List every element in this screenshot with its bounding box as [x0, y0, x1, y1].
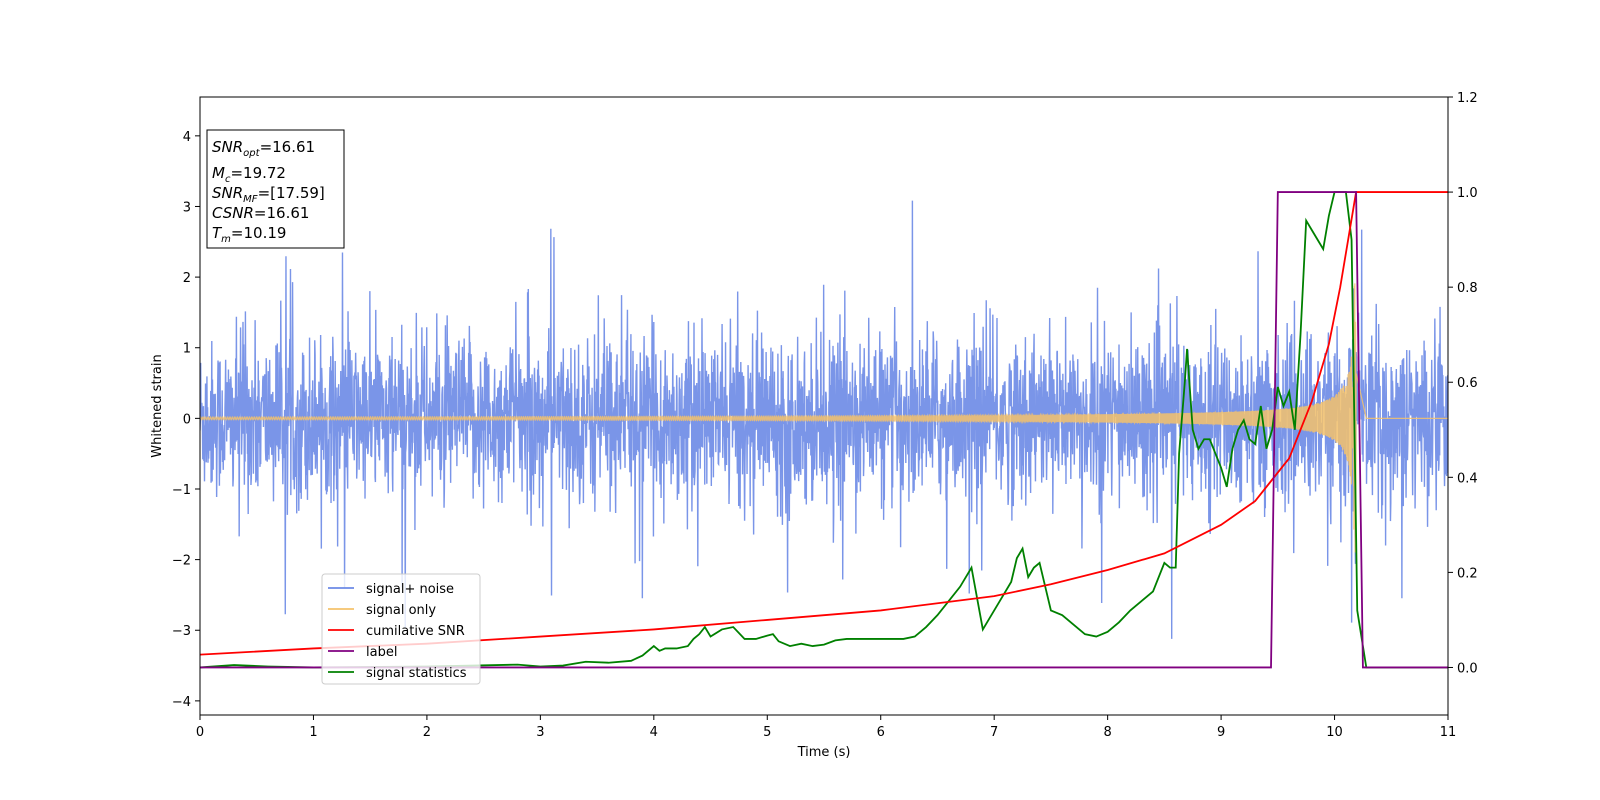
annotation-csnr-value: =16.61 — [254, 204, 310, 222]
annotation-tm-value: =10.19 — [231, 224, 287, 242]
x-axis: 0 1 2 3 4 5 6 7 8 9 10 11 — [196, 715, 1456, 740]
annotation-frame — [206, 129, 345, 249]
y-tick-label: 1 — [183, 342, 191, 357]
legend: signal+ noise signal only cumilative SNR la… — [321, 573, 481, 685]
y-tick-label: 2 — [183, 271, 191, 286]
x-tick-label: 3 — [536, 725, 544, 740]
annotation-mc: Mc=19.72 — [212, 164, 286, 185]
y-tick-label: 4 — [183, 130, 191, 145]
series-cumulative-snr-line — [200, 191, 1448, 656]
x-tick-label: 8 — [1103, 725, 1111, 740]
y2-tick-label: 0.0 — [1457, 661, 1478, 676]
y2-tick-label: 0.4 — [1457, 471, 1478, 486]
annotation-box: SNRopt=16.61 Mc=19.72 SNRMF=[17.59] CSNR… — [206, 129, 345, 249]
y2-tick-label: 1.0 — [1457, 186, 1478, 201]
y-axis-left: 4 3 2 1 0 −1 −2 −3 −4 — [172, 130, 200, 710]
x-tick-label: 7 — [990, 725, 998, 740]
annotation-snr-mf: SNRMF=[17.59] — [212, 184, 325, 205]
plot-area — [199, 96, 1449, 716]
annotation-csnr: CSNR=16.61 — [212, 204, 309, 222]
annotation-snr-mf-value: =[17.59] — [258, 184, 325, 202]
legend-items: signal+ noise signal only cumilative SNR la… — [328, 582, 467, 681]
annotation-snr-opt-symbol: SNR — [212, 138, 243, 156]
y-axis-label: Whitened strain — [150, 354, 165, 457]
annotation-mc-symbol: M — [212, 164, 225, 182]
legend-label-signal-statistics: signal statistics — [366, 666, 467, 681]
y-tick-label: 0 — [183, 412, 191, 427]
y-tick-label: −3 — [172, 624, 191, 639]
annotation-mc-value: =19.72 — [230, 164, 286, 182]
annotation-snr-mf-symbol: SNR — [212, 184, 243, 202]
legend-label-cumulative-snr: cumilative SNR — [366, 624, 465, 639]
annotation-tm: Tm=10.19 — [212, 224, 286, 245]
annotation-snr-mf-sub: MF — [243, 194, 258, 205]
annotation-tm-symbol: T — [212, 224, 223, 242]
annotation-snr-opt: SNRopt=16.61 — [212, 138, 315, 159]
x-tick-label: 5 — [763, 725, 771, 740]
y2-tick-label: 1.2 — [1457, 91, 1478, 106]
annotation-snr-opt-sub: opt — [243, 148, 260, 159]
annotation-snr-opt-value: =16.61 — [260, 138, 316, 156]
x-tick-label: 9 — [1217, 725, 1225, 740]
y-tick-label: −2 — [172, 554, 191, 569]
legend-label-signal-noise: signal+ noise — [366, 582, 454, 597]
x-tick-label: 1 — [309, 725, 317, 740]
legend-label-label: label — [366, 645, 397, 660]
y2-tick-label: 0.6 — [1457, 376, 1478, 391]
x-tick-label: 6 — [877, 725, 885, 740]
x-tick-label: 0 — [196, 725, 204, 740]
series-signal-only-line — [200, 283, 1448, 553]
y-tick-label: 3 — [183, 200, 191, 215]
legend-frame — [321, 573, 481, 685]
y-axis-right: 1.2 1.0 0.8 0.6 0.4 0.2 0.0 — [1448, 91, 1478, 676]
series-label-line — [200, 191, 1448, 669]
series-layer — [200, 191, 1448, 669]
x-tick-label: 4 — [650, 725, 658, 740]
y2-tick-label: 0.2 — [1457, 566, 1478, 581]
y-tick-label: −4 — [172, 695, 191, 710]
y2-tick-label: 0.8 — [1457, 281, 1478, 296]
legend-label-signal-only: signal only — [366, 603, 436, 618]
x-tick-label: 2 — [423, 725, 431, 740]
x-tick-label: 10 — [1326, 725, 1343, 740]
y-tick-label: −1 — [172, 483, 191, 498]
x-tick-label: 11 — [1440, 725, 1457, 740]
plot-frame — [199, 96, 1449, 716]
annotation-csnr-symbol: CSNR — [212, 204, 254, 222]
x-axis-label: Time (s) — [797, 745, 851, 760]
series-signal-statistics-line — [200, 191, 1448, 669]
annotation-tm-sub: m — [221, 234, 231, 245]
annotation-mc-sub: c — [225, 174, 231, 185]
